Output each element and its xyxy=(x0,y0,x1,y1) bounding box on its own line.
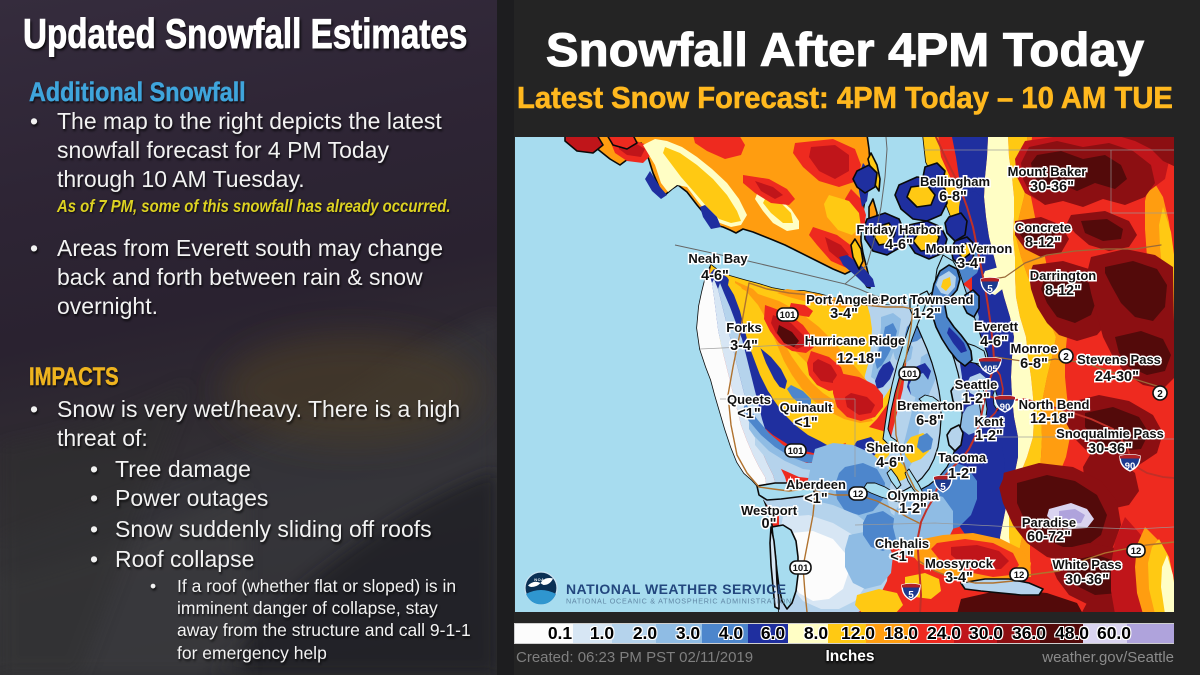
svg-text:Bremerton: Bremerton xyxy=(897,398,963,413)
svg-text:12: 12 xyxy=(1131,546,1142,557)
svg-text:Snoqualmie Pass: Snoqualmie Pass xyxy=(1056,426,1164,441)
svg-text:3-4": 3-4" xyxy=(957,256,985,272)
svg-text:1-2": 1-2" xyxy=(962,391,990,407)
svg-text:Seattle: Seattle xyxy=(955,377,998,392)
svg-text:8-12": 8-12" xyxy=(1045,283,1081,299)
svg-text:6-8": 6-8" xyxy=(1020,356,1048,372)
svg-text:Forks: Forks xyxy=(726,320,761,335)
svg-text:3-4": 3-4" xyxy=(830,306,858,322)
svg-text:Friday Harbor: Friday Harbor xyxy=(856,222,941,237)
svg-text:Darrington: Darrington xyxy=(1030,268,1097,283)
svg-text:405: 405 xyxy=(982,364,997,374)
svg-text:Port Townsend: Port Townsend xyxy=(881,292,974,307)
svg-text:<1": <1" xyxy=(737,406,760,422)
svg-text:Mossyrock: Mossyrock xyxy=(925,556,994,571)
svg-text:Mount Baker: Mount Baker xyxy=(1008,164,1087,179)
svg-text:30-36": 30-36" xyxy=(1088,441,1132,457)
svg-text:101: 101 xyxy=(902,369,919,380)
svg-text:1-2": 1-2" xyxy=(913,306,941,322)
svg-text:101: 101 xyxy=(788,446,805,457)
svg-text:Aberdeen: Aberdeen xyxy=(786,477,846,492)
svg-text:4-6": 4-6" xyxy=(701,268,729,284)
svg-text:4-6": 4-6" xyxy=(876,455,904,471)
svg-text:White Pass: White Pass xyxy=(1052,557,1121,572)
svg-text:NOAA: NOAA xyxy=(534,577,547,582)
svg-text:12: 12 xyxy=(853,489,864,500)
svg-text:0": 0" xyxy=(762,516,777,532)
svg-text:North Bend: North Bend xyxy=(1019,397,1090,412)
svg-text:Bellingham: Bellingham xyxy=(920,174,990,189)
svg-text:60-72": 60-72" xyxy=(1027,529,1071,545)
svg-text:101: 101 xyxy=(780,310,797,321)
svg-text:Quinault: Quinault xyxy=(780,400,833,415)
svg-text:Concrete: Concrete xyxy=(1015,220,1071,235)
svg-text:3-4": 3-4" xyxy=(945,570,973,586)
svg-text:1-2": 1-2" xyxy=(948,466,976,482)
svg-text:12: 12 xyxy=(1014,570,1025,581)
svg-text:Olympia: Olympia xyxy=(887,488,939,503)
svg-text:<1": <1" xyxy=(890,549,913,565)
svg-text:Kent: Kent xyxy=(975,414,1005,429)
svg-text:Shelton: Shelton xyxy=(866,440,914,455)
svg-text:Monroe: Monroe xyxy=(1011,341,1058,356)
svg-text:Mount Vernon: Mount Vernon xyxy=(926,241,1013,256)
svg-text:30-36": 30-36" xyxy=(1030,179,1074,195)
svg-text:Westport: Westport xyxy=(741,503,798,518)
svg-text:NATIONAL OCEANIC & ATMOSPHERIC: NATIONAL OCEANIC & ATMOSPHERIC ADMINISTR… xyxy=(566,597,792,606)
svg-text:Tacoma: Tacoma xyxy=(938,450,987,465)
svg-text:12-18": 12-18" xyxy=(837,351,881,367)
svg-text:24-30": 24-30" xyxy=(1095,369,1139,385)
svg-text:6-8": 6-8" xyxy=(916,413,944,429)
svg-text:Hurricane Ridge: Hurricane Ridge xyxy=(805,333,905,348)
svg-text:6-8": 6-8" xyxy=(939,189,967,205)
svg-text:90: 90 xyxy=(1000,402,1011,413)
svg-text:4-6": 4-6" xyxy=(980,334,1008,350)
svg-text:4-6": 4-6" xyxy=(885,237,913,253)
svg-text:Stevens Pass: Stevens Pass xyxy=(1077,352,1161,367)
svg-text:5: 5 xyxy=(987,284,993,295)
svg-text:Port Angeles: Port Angeles xyxy=(806,292,886,307)
svg-text:Chehalis: Chehalis xyxy=(875,536,929,551)
svg-text:Everett: Everett xyxy=(974,319,1019,334)
svg-text:<1": <1" xyxy=(794,415,817,431)
svg-text:1-2": 1-2" xyxy=(899,501,927,517)
svg-text:NATIONAL WEATHER SERVICE: NATIONAL WEATHER SERVICE xyxy=(566,581,787,597)
svg-text:101: 101 xyxy=(793,563,810,574)
svg-text:Queets: Queets xyxy=(727,392,771,407)
svg-text:30-36": 30-36" xyxy=(1065,572,1109,588)
svg-text:Neah Bay: Neah Bay xyxy=(688,251,748,266)
svg-text:Paradise: Paradise xyxy=(1022,515,1076,530)
svg-text:12-18": 12-18" xyxy=(1030,411,1074,427)
svg-text:3-4": 3-4" xyxy=(730,338,758,354)
svg-text:2: 2 xyxy=(1063,352,1069,363)
svg-text:2: 2 xyxy=(1157,389,1163,400)
svg-text:1-2": 1-2" xyxy=(975,428,1003,444)
svg-text:8-12": 8-12" xyxy=(1025,235,1061,251)
svg-text:<1": <1" xyxy=(804,491,827,507)
